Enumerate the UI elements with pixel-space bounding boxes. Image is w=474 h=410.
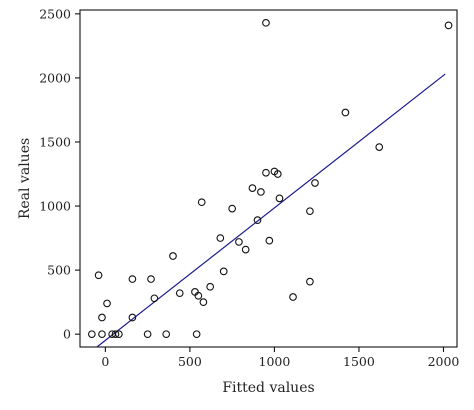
data-point [306, 277, 314, 286]
data-point [128, 313, 137, 322]
data-point [147, 275, 155, 283]
y-tick-label: 1500 [39, 134, 71, 149]
data-point [289, 293, 297, 301]
y-tick-label: 2500 [39, 6, 71, 21]
data-point [143, 330, 152, 339]
data-point [262, 18, 270, 27]
data-point [199, 298, 208, 307]
y-axis: 0 500 1000 1500 2000 2500 [39, 6, 80, 342]
data-point [111, 330, 120, 339]
data-point [150, 294, 159, 303]
data-point [216, 234, 225, 242]
points-layer [87, 18, 453, 339]
data-point [219, 267, 228, 276]
data-point [87, 330, 96, 339]
data-point [262, 168, 270, 177]
data-point [235, 238, 243, 246]
y-tick-label: 2000 [39, 70, 71, 85]
data-point [253, 216, 262, 224]
data-point [162, 330, 171, 339]
x-tick-label: 1500 [343, 354, 375, 369]
data-point [248, 184, 257, 192]
data-point [192, 330, 201, 339]
x-axis-label: Fitted values [222, 380, 314, 396]
data-point [265, 236, 274, 245]
data-point [94, 271, 103, 280]
data-point [241, 245, 250, 254]
data-point [194, 291, 203, 300]
data-point [228, 204, 237, 213]
y-tick-label: 500 [47, 263, 71, 278]
x-tick-label: 500 [178, 354, 202, 369]
data-point [197, 198, 206, 207]
fitted-line [96, 73, 446, 348]
data-point [311, 179, 319, 187]
data-point [375, 143, 384, 151]
data-point [175, 289, 184, 298]
y-tick-label: 1000 [39, 199, 71, 214]
y-tick-label: 0 [63, 327, 71, 342]
x-axis: 0 500 1000 1500 2000 [101, 347, 459, 369]
data-point [98, 313, 106, 322]
data-point [206, 282, 215, 291]
data-point [273, 170, 282, 178]
data-point [103, 299, 111, 308]
fit-line-layer [96, 73, 446, 348]
x-tick-label: 0 [101, 354, 109, 369]
data-point [257, 188, 265, 196]
data-point [98, 330, 106, 339]
data-point [341, 108, 350, 117]
data-point [444, 21, 453, 30]
y-axis-label: Real values [17, 138, 33, 219]
data-point [306, 207, 314, 216]
x-tick-label: 1000 [259, 354, 291, 369]
data-point [169, 252, 177, 260]
x-tick-label: 2000 [428, 354, 460, 369]
data-point [128, 275, 137, 283]
data-point [275, 194, 284, 203]
plot-frame [79, 9, 458, 348]
data-point [115, 330, 123, 339]
